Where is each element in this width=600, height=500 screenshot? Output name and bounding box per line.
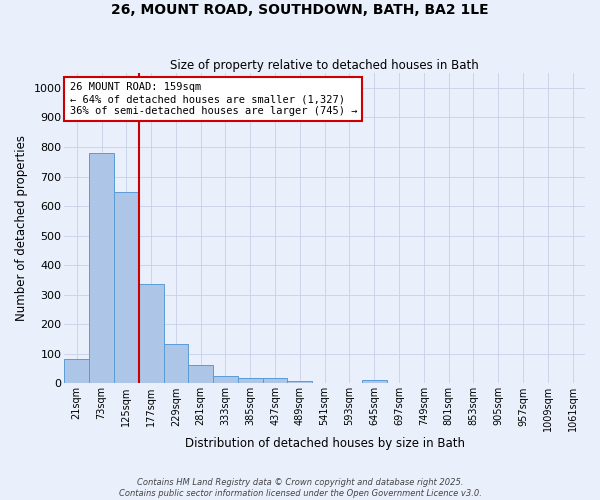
Bar — [139, 284, 164, 384]
Bar — [263, 378, 287, 384]
Bar — [287, 381, 312, 384]
Bar — [89, 153, 114, 384]
Text: 26 MOUNT ROAD: 159sqm
← 64% of detached houses are smaller (1,327)
36% of semi-d: 26 MOUNT ROAD: 159sqm ← 64% of detached … — [70, 82, 357, 116]
Bar — [188, 365, 213, 384]
Bar — [164, 344, 188, 384]
Text: Contains HM Land Registry data © Crown copyright and database right 2025.
Contai: Contains HM Land Registry data © Crown c… — [119, 478, 481, 498]
Bar — [238, 378, 263, 384]
X-axis label: Distribution of detached houses by size in Bath: Distribution of detached houses by size … — [185, 437, 464, 450]
Title: Size of property relative to detached houses in Bath: Size of property relative to detached ho… — [170, 59, 479, 72]
Bar — [114, 192, 139, 384]
Text: 26, MOUNT ROAD, SOUTHDOWN, BATH, BA2 1LE: 26, MOUNT ROAD, SOUTHDOWN, BATH, BA2 1LE — [111, 2, 489, 16]
Bar — [64, 359, 89, 384]
Bar — [213, 376, 238, 384]
Bar — [362, 380, 386, 384]
Y-axis label: Number of detached properties: Number of detached properties — [15, 136, 28, 322]
